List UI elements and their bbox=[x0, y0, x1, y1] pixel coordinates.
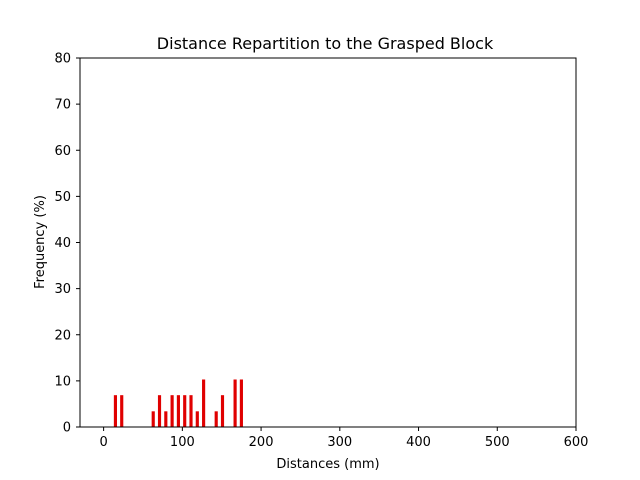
bar bbox=[113, 395, 118, 427]
x-tick-label: 300 bbox=[327, 435, 352, 450]
bar bbox=[157, 395, 162, 427]
bar bbox=[176, 395, 180, 427]
bar bbox=[214, 411, 218, 427]
bar bbox=[151, 411, 155, 427]
x-axis-label: Distances (mm) bbox=[276, 457, 379, 472]
x-tick-label: 100 bbox=[170, 435, 195, 450]
y-axis-ticks: 0 10 20 30 40 50 60 70 80 bbox=[54, 52, 80, 436]
y-tick-label: 60 bbox=[54, 144, 71, 159]
y-tick-label: 70 bbox=[54, 98, 71, 113]
x-tick-label: 500 bbox=[485, 435, 510, 450]
y-axis-label: Frequency (%) bbox=[33, 195, 48, 289]
bar bbox=[183, 395, 187, 427]
y-tick-label: 50 bbox=[54, 190, 71, 205]
x-tick-label: 600 bbox=[564, 435, 589, 450]
y-tick-label: 10 bbox=[54, 374, 71, 389]
y-tick-label: 40 bbox=[54, 236, 71, 251]
bar bbox=[120, 395, 124, 427]
bar bbox=[170, 395, 174, 427]
bars-group bbox=[113, 379, 243, 427]
y-tick-label: 30 bbox=[54, 282, 71, 297]
chart-title: Distance Repartition to the Grasped Bloc… bbox=[157, 34, 494, 53]
plot-frame bbox=[79, 57, 577, 428]
x-axis-ticks: 0 100 200 300 400 500 600 bbox=[99, 427, 588, 450]
bar bbox=[233, 379, 237, 427]
bar bbox=[164, 411, 168, 427]
bar bbox=[202, 379, 206, 427]
y-tick-label: 0 bbox=[63, 421, 71, 436]
x-tick-label: 0 bbox=[99, 435, 107, 450]
y-tick-label: 80 bbox=[54, 52, 71, 67]
y-tick-label: 20 bbox=[54, 328, 71, 343]
bar bbox=[239, 379, 243, 427]
bar bbox=[189, 395, 193, 427]
bar bbox=[195, 411, 199, 427]
x-tick-label: 200 bbox=[249, 435, 274, 450]
x-tick-label: 400 bbox=[406, 435, 431, 450]
bar bbox=[220, 395, 225, 427]
